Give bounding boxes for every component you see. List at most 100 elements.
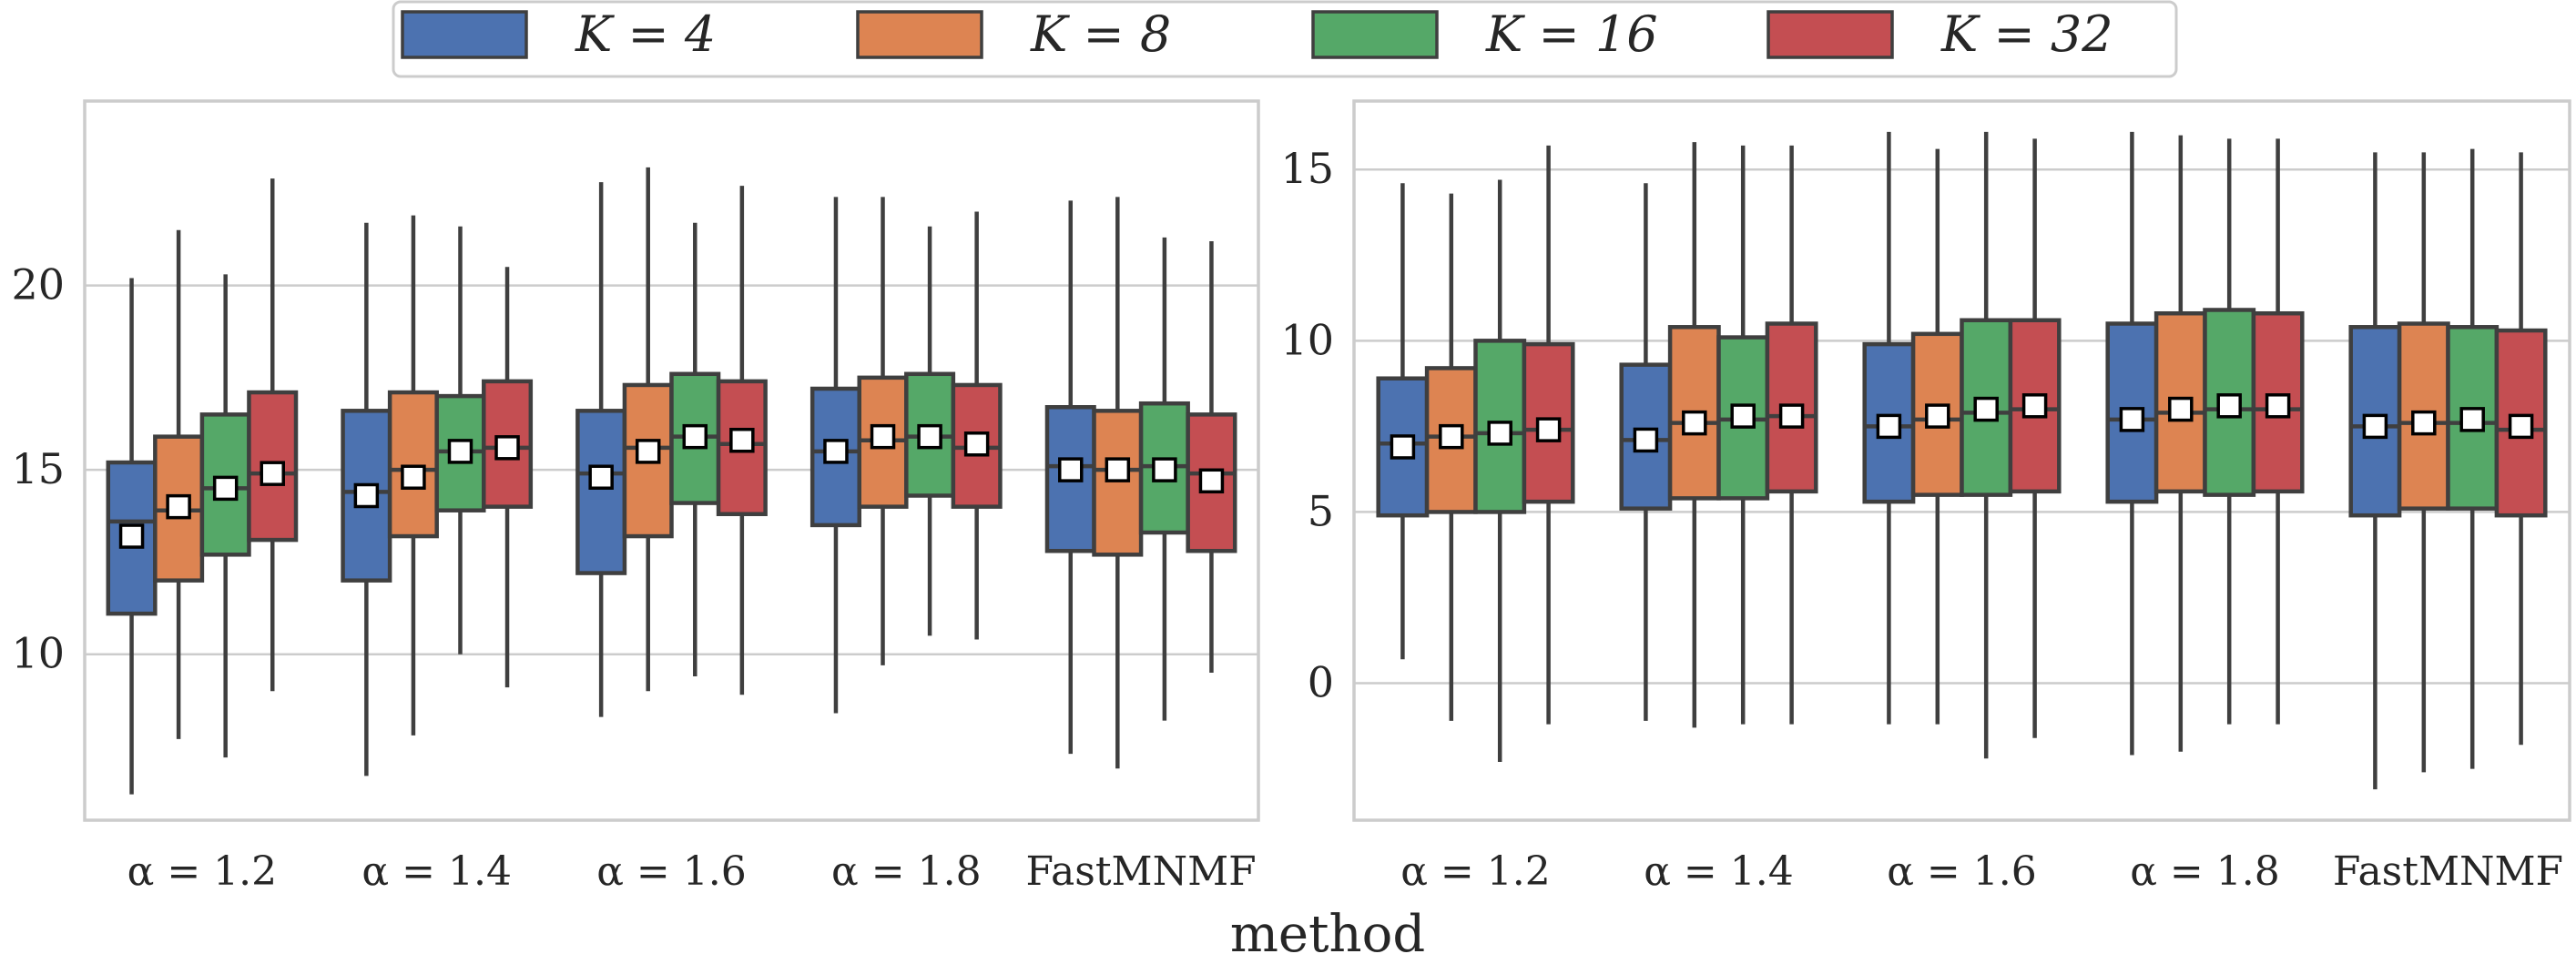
mean-marker (1925, 403, 1950, 429)
box-plot (669, 222, 721, 676)
box-plot (2105, 131, 2159, 756)
box-plot (2251, 138, 2305, 725)
mean-marker (1682, 410, 1707, 436)
box-plot (247, 178, 299, 692)
box-plot (575, 182, 627, 717)
y-tick-label: 20 (11, 260, 65, 309)
legend-label: K = 4 (575, 5, 716, 63)
mean-marker (2216, 393, 2242, 419)
box-plot (1960, 131, 2013, 759)
box-plot (809, 197, 861, 714)
mean-marker (870, 423, 896, 450)
box-plot (2494, 152, 2548, 746)
x-tick-label: α = 1.2 (1400, 848, 1551, 895)
iqr-box (2203, 308, 2256, 497)
mean-marker (2021, 393, 2048, 419)
y-tick-label: 0 (1308, 658, 1334, 707)
mean-marker (212, 475, 239, 502)
y-tick-label: 15 (11, 444, 65, 493)
box-plot (434, 226, 486, 655)
box-plot (1862, 131, 1916, 725)
legend-label: K = 8 (1030, 5, 1171, 63)
legend-label: K = 16 (1485, 5, 1658, 63)
box-plot (1473, 179, 1527, 763)
x-tick-label: α = 1.4 (1644, 848, 1794, 895)
axes-frame (1352, 99, 2571, 822)
y-tick-label: 10 (11, 629, 65, 678)
mean-marker (2168, 396, 2194, 422)
mean-marker (118, 523, 145, 549)
axes-frame (83, 99, 1260, 822)
mean-marker (2119, 407, 2145, 432)
legend-swatch (1767, 10, 1894, 59)
box-plot (857, 197, 909, 665)
box-plot (2203, 138, 2256, 725)
box-plot (904, 226, 956, 636)
mean-marker (823, 439, 849, 464)
mean-marker (1058, 457, 1084, 482)
mean-marker (1633, 427, 1659, 453)
panel-1: α = 1.2 α = 1.4 α = 1.6 α = 1.8 FastMNMF 10 15… (11, 99, 1260, 895)
mean-marker (1390, 434, 1416, 460)
box-plot (2008, 138, 2062, 738)
x-tick-label: α = 1.2 (127, 848, 278, 895)
box-plot (106, 278, 158, 795)
x-tick-label: α = 1.4 (361, 848, 512, 895)
mean-marker (494, 435, 520, 461)
box-plot (622, 167, 674, 692)
mean-marker (401, 464, 426, 490)
legend: K = 4 K = 8 K = 16 K = 32 (392, 0, 2178, 78)
mean-marker (635, 439, 661, 464)
box-plot (1044, 200, 1096, 755)
legend-swatch (401, 10, 528, 59)
box-plot (153, 229, 205, 739)
mean-marker (2459, 407, 2485, 432)
iqr-box (575, 409, 627, 575)
box-plot (1619, 183, 1673, 721)
y-tick-label: 15 (1280, 144, 1334, 193)
mean-marker (1487, 421, 1512, 446)
legend-label: K = 32 (1940, 5, 2113, 63)
mean-marker (729, 427, 755, 453)
legend-swatch (1311, 10, 1439, 59)
box-plot (2348, 152, 2402, 790)
box-plot (2153, 135, 2207, 752)
box-plot (341, 222, 392, 776)
mean-marker (1973, 396, 1999, 422)
mean-marker (2411, 410, 2437, 436)
box-plot (1138, 237, 1190, 721)
mean-marker (1198, 468, 1225, 494)
x-tick-label: FastMNMF (1026, 848, 1257, 895)
box-plot (2446, 148, 2500, 769)
y-tick-label: 10 (1280, 315, 1334, 364)
iqr-box (1619, 362, 1673, 511)
mean-marker (1535, 417, 1562, 442)
mean-marker (1105, 457, 1131, 482)
mean-marker (1152, 457, 1177, 482)
box-plot (199, 274, 251, 758)
mean-marker (682, 423, 708, 450)
x-tick-label: FastMNMF (2333, 848, 2563, 895)
x-tick-label: α = 1.6 (596, 848, 747, 895)
y-tick-label: 5 (1308, 486, 1334, 535)
x-axis-label: method (1230, 905, 1425, 959)
mean-marker (166, 493, 191, 520)
iqr-box (1376, 376, 1430, 518)
legend-frame (392, 0, 2178, 78)
mean-marker (260, 461, 285, 486)
mean-marker (1730, 403, 1756, 429)
iqr-box (1092, 409, 1144, 557)
box-plot (387, 215, 439, 736)
mean-marker (963, 431, 990, 457)
mean-marker (588, 464, 614, 490)
box-plot (2397, 152, 2450, 773)
box-plot (1667, 142, 1721, 728)
box-plot (1186, 240, 1237, 673)
mean-marker (917, 423, 942, 450)
box-plot (1376, 183, 1430, 660)
box-plot (1522, 145, 1575, 725)
mean-marker (447, 439, 473, 464)
x-tick-label: α = 1.8 (831, 848, 982, 895)
